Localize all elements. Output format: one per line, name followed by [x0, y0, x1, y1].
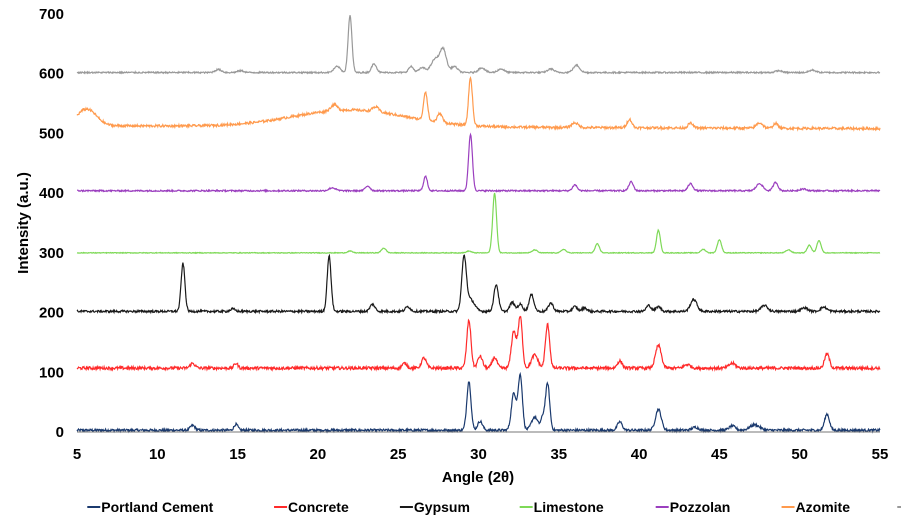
series-line-pozzolan	[77, 132, 881, 194]
y-tick-label: 300	[39, 245, 64, 262]
x-tick-label: 50	[791, 446, 808, 463]
series-lines	[76, 15, 881, 434]
series-line-concrete	[76, 315, 881, 372]
y-tick-label: 0	[56, 424, 64, 441]
x-tick-label: 35	[550, 446, 567, 463]
x-tick-label: 20	[310, 446, 327, 463]
legend-item: Limestone	[519, 499, 604, 515]
series-line-ignimbrite	[76, 15, 881, 75]
series-line-azomite	[76, 75, 881, 132]
x-tick-label: 25	[390, 446, 407, 463]
y-tick-label: 400	[39, 185, 64, 202]
x-axis-ticks: 5 10 15 20 25 30 35 40 45 50 55	[73, 446, 889, 463]
x-tick-label: 15	[229, 446, 246, 463]
y-tick-label: 200	[39, 305, 64, 322]
x-tick-label: 40	[631, 446, 648, 463]
legend-item: Azomite	[781, 499, 851, 515]
y-axis-ticks: 0 100 200 300 400 500 600 700	[39, 6, 64, 441]
legend-label: Limestone	[534, 499, 604, 515]
x-tick-label: 30	[470, 446, 487, 463]
legend-item: Ignimbrite	[897, 506, 901, 508]
legend-label: Concrete	[288, 499, 349, 515]
x-tick-label: 45	[711, 446, 728, 463]
legend-item: Pozzolan	[655, 499, 731, 515]
x-tick-label: 5	[73, 446, 81, 463]
y-tick-label: 500	[39, 125, 64, 142]
legend-label: Pozzolan	[670, 499, 731, 515]
x-axis-label: Angle (2θ)	[442, 469, 514, 486]
legend-item: Concrete	[274, 499, 349, 515]
legend-label: Gypsum	[414, 499, 470, 515]
series-line-portland-cement	[76, 371, 881, 434]
legend-item: Gypsum	[399, 499, 470, 515]
y-tick-label: 600	[39, 66, 64, 83]
series-line-gypsum	[76, 253, 881, 315]
y-tick-label: 100	[39, 364, 64, 381]
series-line-limestone	[76, 192, 881, 255]
legend-label: Azomite	[796, 499, 851, 515]
legend-item: Portland Cement	[87, 499, 214, 515]
legend-label: Portland Cement	[101, 499, 213, 515]
x-tick-label: 10	[149, 446, 166, 463]
legend: Portland Cement Concrete Gypsum Limestone Po…	[87, 499, 901, 515]
y-axis-label: Intensity (a.u.)	[15, 172, 32, 274]
x-tick-label: 55	[872, 446, 889, 463]
y-tick-label: 700	[39, 6, 64, 23]
